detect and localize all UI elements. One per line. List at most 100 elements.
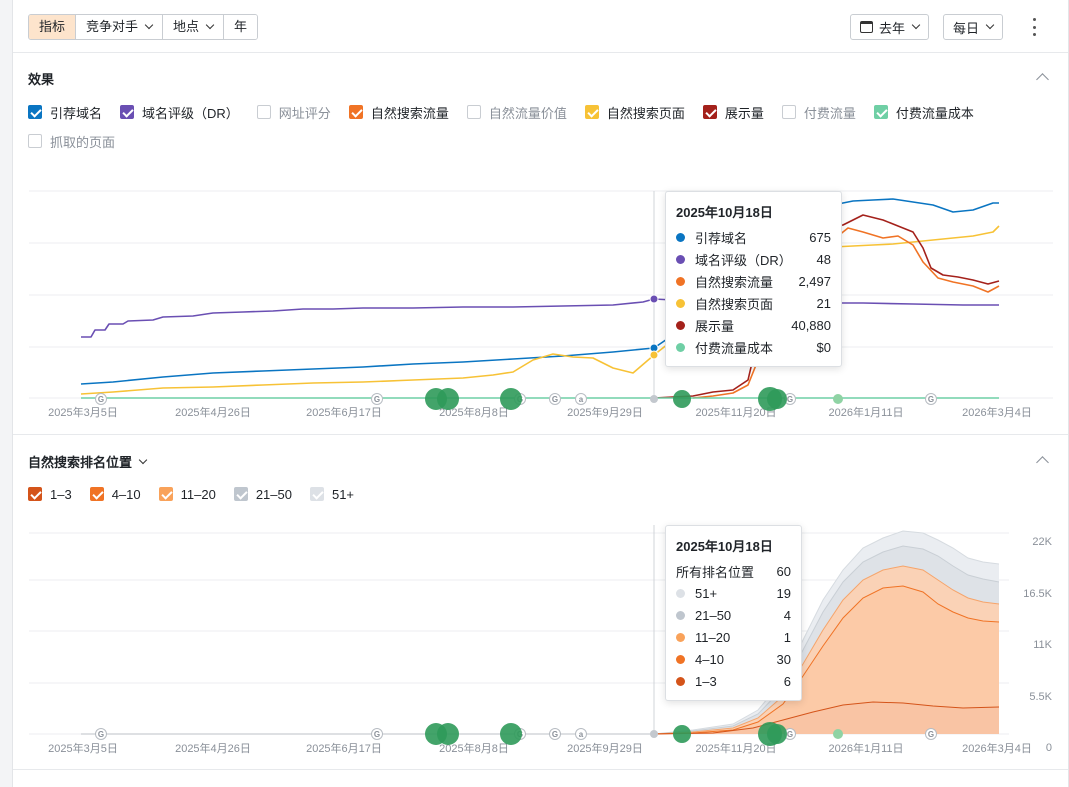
google-update-marker[interactable]: [925, 728, 937, 740]
hover-marker: [650, 730, 658, 738]
rankings-dropdown[interactable]: 自然搜索排名位置: [28, 452, 148, 471]
event-marker[interactable]: [767, 724, 787, 744]
x-tick-label: 2025年8月8日: [439, 741, 509, 755]
hover-marker: [650, 395, 658, 403]
marker-letter: G: [552, 730, 558, 739]
tab-year[interactable]: 年: [224, 15, 258, 39]
rankings-legend-item[interactable]: 21–50: [233, 485, 292, 503]
event-marker[interactable]: [500, 723, 522, 745]
marker-letter: G: [787, 730, 793, 739]
tooltip-row: 域名评级（DR） 48: [676, 248, 831, 270]
performance-legend-item[interactable]: 自然搜索流量: [348, 103, 449, 121]
checkbox[interactable]: [309, 487, 324, 501]
tab-metrics-label: 指标: [39, 19, 66, 34]
tooltip-row: 自然搜索页面 21: [676, 292, 831, 314]
series-dot-icon: [676, 342, 685, 352]
performance-legend-item[interactable]: 付费流量成本: [873, 103, 974, 121]
marker-letter: G: [928, 395, 934, 404]
performance-legend-item[interactable]: 展示量: [702, 103, 764, 121]
google-update-marker[interactable]: [549, 728, 561, 740]
checkbox[interactable]: [256, 105, 271, 119]
series-dot-icon: [676, 320, 685, 330]
performance-legend-item[interactable]: 自然流量价值: [466, 103, 567, 121]
checkbox[interactable]: [158, 487, 173, 501]
x-tick-label: 2025年11月20日: [695, 405, 776, 419]
tooltip-label: 4–10: [695, 651, 724, 667]
ranking-line: [653, 545, 1000, 735]
checkbox[interactable]: [28, 105, 42, 119]
event-marker[interactable]: [833, 729, 843, 739]
event-marker[interactable]: [500, 388, 522, 410]
series-dot-icon: [676, 610, 685, 620]
tab-competitors[interactable]: 竞争对手: [76, 15, 164, 39]
checkbox[interactable]: [781, 105, 796, 119]
checkbox[interactable]: [348, 105, 363, 119]
rankings-legend-item[interactable]: 1–3: [28, 485, 72, 503]
event-marker[interactable]: [673, 390, 691, 408]
rankings-legend-item[interactable]: 11–20: [158, 485, 216, 503]
event-marker[interactable]: [437, 723, 459, 745]
performance-legend-item[interactable]: 域名评级（DR）: [120, 103, 239, 121]
tooltip-row: 展示量 40,880: [676, 314, 831, 336]
tooltip-value: 60: [776, 563, 791, 579]
kebab-icon[interactable]: [1029, 18, 1039, 36]
period-dropdown[interactable]: 去年: [850, 14, 930, 40]
tooltip-label: 引荐域名: [695, 230, 748, 246]
google-update-marker[interactable]: [95, 728, 107, 740]
series-dot-icon: [676, 588, 685, 598]
rankings-legend-item[interactable]: 4–10: [89, 485, 141, 503]
checkbox[interactable]: [89, 487, 104, 501]
tooltip-value: 2,497: [798, 273, 831, 289]
legend-label: 1–3: [50, 486, 72, 502]
event-marker[interactable]: [767, 389, 787, 409]
marker-letter: G: [552, 395, 558, 404]
event-marker[interactable]: [673, 725, 691, 743]
checkbox[interactable]: [28, 134, 42, 148]
google-update-marker[interactable]: [371, 728, 383, 740]
performance-title-text: 效果: [28, 72, 55, 87]
y-tick-label: 16.5K: [1023, 588, 1052, 600]
google-update-marker[interactable]: [95, 393, 107, 405]
performance-legend-item[interactable]: 网址评分: [256, 103, 331, 121]
event-marker[interactable]: [437, 388, 459, 410]
performance-legend-item[interactable]: 引荐域名: [28, 103, 102, 121]
series-dot-icon: [676, 676, 685, 686]
y-tick-label: 5.5K: [1029, 691, 1052, 703]
tab-location-label: 地点: [173, 19, 200, 34]
performance-legend-item[interactable]: 付费流量: [781, 103, 856, 121]
ahrefs-marker[interactable]: [575, 393, 587, 405]
google-update-marker[interactable]: [549, 393, 561, 405]
metric-tabs: 指标 竞争对手 地点 年: [28, 14, 259, 40]
checkbox[interactable]: [873, 105, 888, 119]
google-update-marker[interactable]: [925, 393, 937, 405]
legend-label: 展示量: [724, 105, 764, 121]
x-tick-label: 2026年3月4日: [962, 405, 1032, 419]
x-tick-label: 2025年6月17日: [306, 405, 382, 419]
ranking-line: [653, 585, 1000, 735]
x-tick-label: 2025年9月29日: [567, 741, 643, 755]
tooltip-label: 1–3: [695, 673, 717, 689]
tab-metrics[interactable]: 指标: [29, 15, 77, 39]
performance-legend-item[interactable]: 自然搜索页面: [584, 103, 685, 121]
x-tick-label: 2025年4月26日: [175, 741, 251, 755]
interval-label: 每日: [953, 20, 980, 36]
x-tick-label: 2026年1月11日: [828, 405, 903, 419]
checkbox[interactable]: [233, 487, 248, 501]
event-marker[interactable]: [833, 394, 843, 404]
ahrefs-marker[interactable]: [575, 728, 587, 740]
checkbox[interactable]: [584, 105, 599, 119]
checkbox[interactable]: [466, 105, 481, 119]
legend-label: 网址评分: [278, 105, 331, 121]
performance-legend-item[interactable]: 抓取的页面: [28, 132, 115, 150]
interval-dropdown[interactable]: 每日: [943, 14, 1004, 40]
checkbox[interactable]: [28, 487, 42, 501]
checkbox[interactable]: [120, 105, 135, 119]
rankings-legend-item[interactable]: 51+: [309, 485, 354, 503]
series-dot-icon: [676, 232, 685, 242]
google-update-marker[interactable]: [371, 393, 383, 405]
site-overview-panel: 指标 竞争对手 地点 年 去年 每日 效果 引荐域名 域名评级（DR） 网址评分 自然…: [12, 0, 1069, 787]
tab-location[interactable]: 地点: [163, 15, 225, 39]
tooltip-value: 30: [776, 651, 791, 667]
tooltip-label: 11–20: [695, 629, 731, 645]
checkbox[interactable]: [702, 105, 717, 119]
